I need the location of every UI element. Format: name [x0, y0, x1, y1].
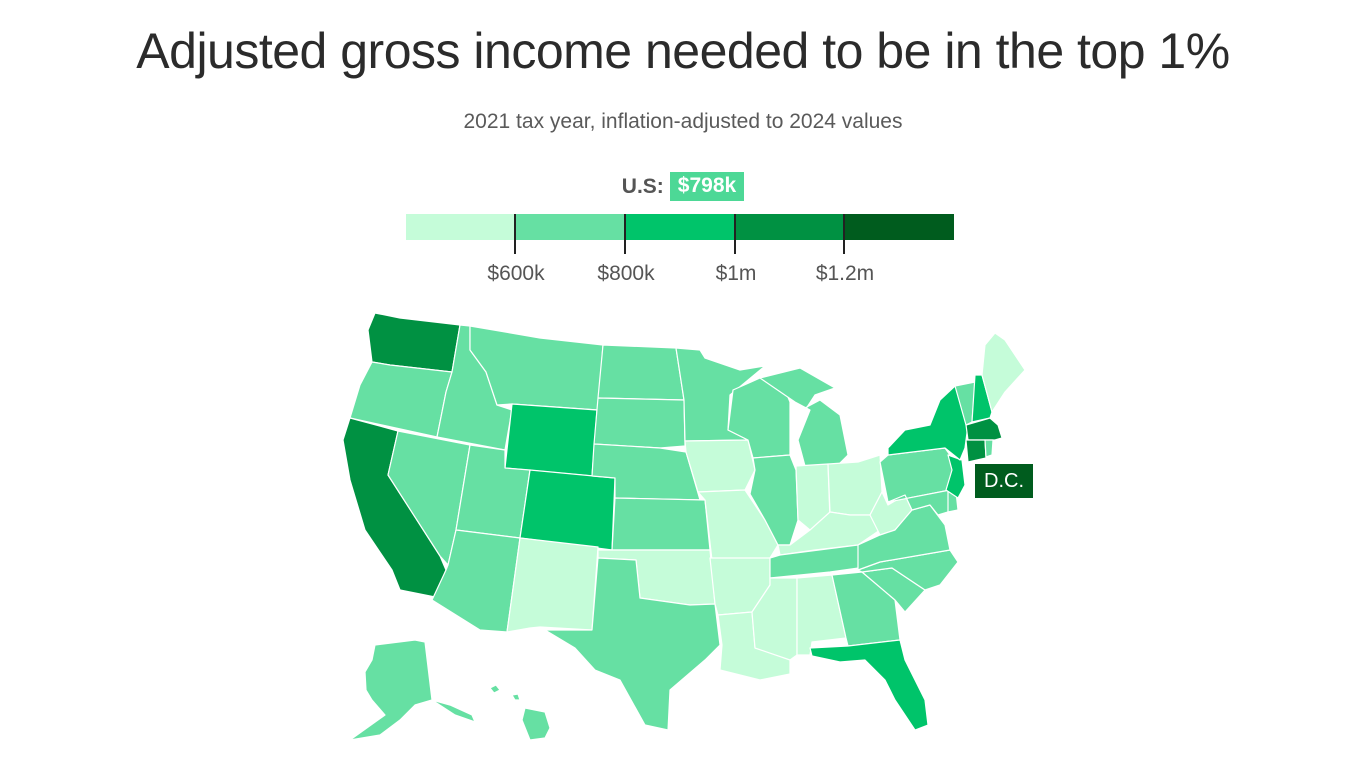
- state-WY[interactable]: [504, 403, 598, 477]
- state-CT[interactable]: [965, 439, 987, 463]
- color-legend: [406, 214, 954, 240]
- state-NJ[interactable]: [945, 454, 966, 499]
- state-ND[interactable]: [597, 344, 685, 401]
- state-MO[interactable]: [697, 489, 779, 561]
- legend-tick-label: $1m: [715, 262, 757, 285]
- state-AK[interactable]: [349, 639, 476, 741]
- state-HI[interactable]: [489, 684, 551, 741]
- legend-tick-label: $600k: [487, 262, 545, 285]
- state-NM[interactable]: [506, 537, 599, 633]
- state-KS[interactable]: [611, 497, 711, 551]
- us-summary-value: $798k: [669, 172, 745, 201]
- us-summary-label: U.S:: [621, 174, 664, 198]
- state-ME[interactable]: [981, 332, 1026, 413]
- legend-bin-1: [406, 214, 516, 240]
- legend-bin-5: [844, 214, 954, 240]
- legend-tick-label: $1.2m: [815, 262, 875, 285]
- state-IA[interactable]: [684, 439, 756, 493]
- state-SD[interactable]: [593, 397, 686, 449]
- state-MI[interactable]: [759, 367, 849, 467]
- us-summary: U.S: $798k: [0, 172, 1366, 201]
- legend-bin-4: [734, 214, 845, 240]
- chart-title: Adjusted gross income needed to be in th…: [136, 23, 1230, 79]
- chart-subtitle: 2021 tax year, inflation-adjusted to 202…: [463, 110, 903, 133]
- legend-tick: [624, 214, 626, 254]
- legend-tick: [514, 214, 516, 254]
- legend-tick: [843, 214, 845, 254]
- state-TX[interactable]: [544, 557, 721, 731]
- dc-label: D.C.: [975, 464, 1033, 498]
- legend-bin-2: [515, 214, 626, 240]
- state-MN[interactable]: [675, 347, 766, 442]
- state-OH[interactable]: [827, 454, 883, 516]
- state-NH[interactable]: [971, 374, 993, 423]
- state-FL[interactable]: [809, 639, 929, 731]
- state-CO[interactable]: [519, 469, 616, 551]
- state-RI[interactable]: [984, 439, 994, 458]
- legend-bin-3: [625, 214, 735, 240]
- legend-tick-label: $800k: [597, 262, 655, 285]
- legend-tick: [734, 214, 736, 254]
- state-NY[interactable]: [887, 384, 969, 461]
